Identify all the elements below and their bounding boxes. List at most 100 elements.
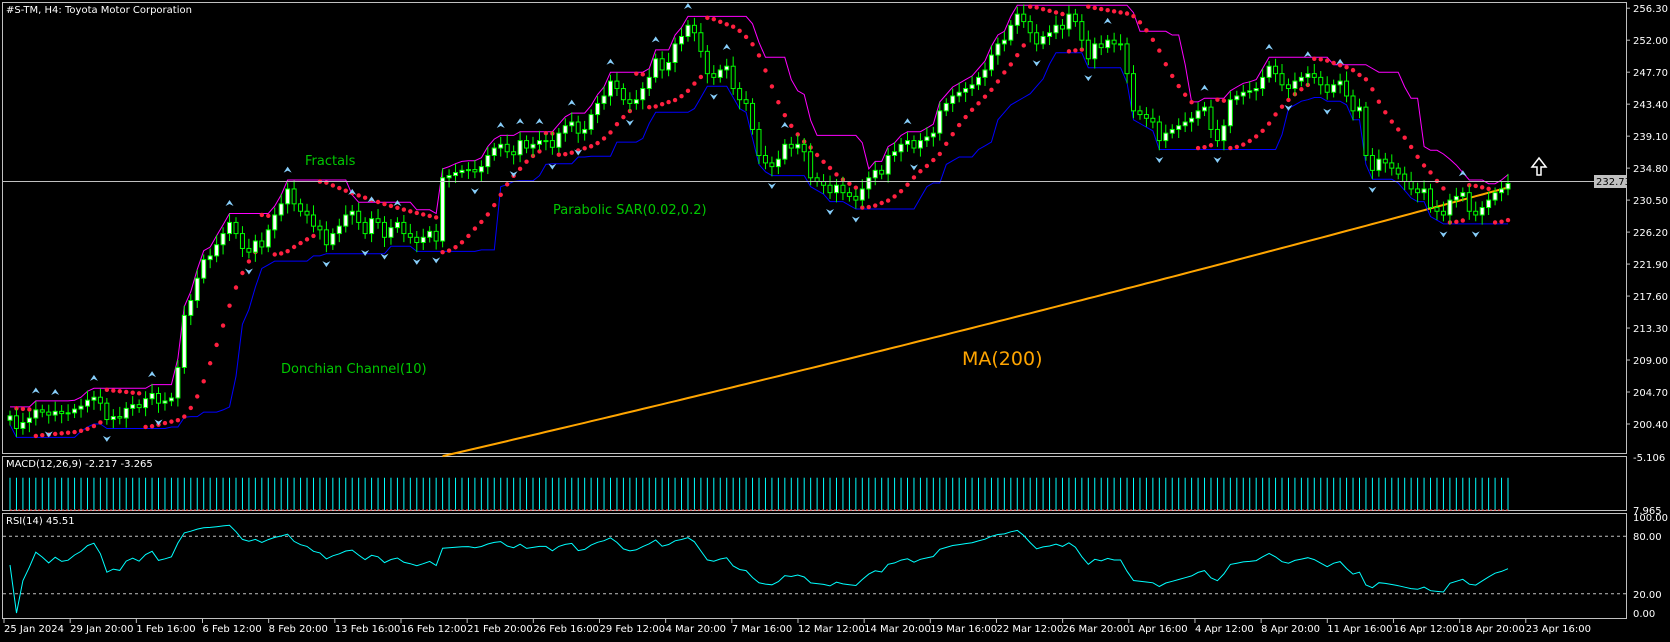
sar-dot [1027, 4, 1033, 9]
fractal-up-marker [567, 99, 576, 106]
candle-body [1221, 125, 1227, 142]
candle-body [323, 229, 329, 246]
candle-body [950, 95, 956, 104]
candle-body [859, 188, 865, 201]
sar-dot [259, 212, 265, 218]
fractal-down-marker [709, 93, 718, 100]
fractal-down-marker [625, 119, 634, 126]
time-tick-label: 29 Feb 12:00 [599, 624, 665, 635]
time-tick-label: 8 Apr 20:00 [1261, 624, 1320, 635]
candle-body [711, 73, 717, 78]
sar-dot [149, 424, 155, 429]
sar-dot [311, 233, 316, 239]
time-tick-label: 11 Apr 16:00 [1327, 624, 1392, 635]
fractal-down-marker [509, 171, 518, 178]
candle-body [956, 91, 962, 97]
sar-dot [866, 204, 871, 210]
fractal-up-marker [1303, 51, 1312, 58]
candle-body [982, 69, 988, 78]
candle-body [1460, 192, 1466, 197]
sar-dot [278, 251, 284, 256]
candle-body [149, 392, 155, 400]
candle-body [136, 404, 142, 409]
candle-body [220, 233, 226, 246]
candle-body [201, 259, 207, 279]
price-tick-label: 247.70 [1633, 68, 1668, 79]
candle-body [375, 218, 381, 223]
candle-body [1085, 39, 1091, 60]
sar-dot [537, 149, 542, 154]
sar-dot [1383, 110, 1388, 115]
chart-symbol: #S-TM, H4: [6, 5, 62, 16]
fractal-down-marker [909, 164, 918, 171]
sar-dot [401, 207, 407, 212]
sar-dot [1118, 10, 1123, 15]
candle-body [1305, 73, 1311, 78]
price-tick-label: 243.40 [1633, 100, 1668, 111]
candle-body [427, 230, 433, 238]
sar-dot [124, 389, 129, 395]
chart-company: Toyota Motor Corporation [64, 5, 192, 16]
candle-body [821, 181, 827, 186]
sar-dot [27, 407, 32, 412]
candle-body [20, 422, 26, 429]
candle-body [698, 32, 704, 52]
sar-dot [485, 212, 491, 217]
candle-body [407, 233, 413, 238]
candle-body [84, 399, 90, 407]
fractal-up-marker [1336, 58, 1345, 65]
candle-body [1098, 43, 1104, 49]
fractal-down-marker [380, 253, 389, 260]
candle-body [285, 188, 291, 205]
candle-body [1111, 39, 1117, 45]
sar-dot [782, 112, 788, 118]
sar-dot [1241, 142, 1246, 147]
candle-body [672, 43, 678, 64]
sar-dot [1234, 144, 1240, 150]
sar-dot [85, 426, 90, 432]
sar-dot [1066, 49, 1072, 54]
sar-dot [588, 144, 594, 149]
sar-dot [814, 152, 820, 158]
fractal-down-marker [470, 188, 479, 195]
sar-dot [1273, 112, 1278, 117]
candle-body [175, 366, 181, 399]
time-tick-label: 4 Apr 12:00 [1195, 624, 1254, 635]
sar-dot [569, 150, 574, 155]
sar-dot [1202, 144, 1207, 150]
candle-body [1415, 188, 1421, 194]
sar-dot [201, 379, 206, 384]
candle-body [394, 221, 400, 229]
candle-body [78, 405, 84, 410]
sar-dot [492, 202, 497, 208]
sar-dot [969, 107, 975, 113]
candle-body [7, 415, 13, 421]
fractal-down-marker [44, 431, 53, 438]
sar-dot [795, 132, 800, 137]
fractal-down-marker [851, 216, 860, 223]
sar-dot [98, 420, 103, 425]
sar-dot [240, 270, 245, 276]
time-tick-label: 12 Mar 12:00 [798, 624, 865, 635]
sar-dot [453, 245, 458, 250]
time-tick-label: 26 Feb 16:00 [533, 624, 599, 635]
sar-dot [337, 185, 342, 191]
candle-body [291, 188, 297, 205]
sar-dot [1170, 73, 1175, 79]
candle-body [1492, 192, 1498, 201]
sar-dot [666, 99, 671, 105]
sar-dot [1318, 57, 1323, 62]
time-tick-label: 8 Feb 20:00 [269, 624, 328, 635]
sar-dot [595, 140, 600, 146]
candle-body [614, 80, 620, 90]
macd-title: MACD(12,26,9) -2.217 -3.265 [6, 459, 153, 470]
candle-body [194, 277, 200, 302]
candle-body [246, 247, 252, 253]
candle-body [717, 69, 723, 78]
candle-body [827, 184, 833, 194]
fractal-up-marker [393, 200, 402, 207]
sar-dot [995, 79, 1001, 84]
sar-dot [104, 387, 110, 392]
sar-dot [750, 42, 755, 47]
sar-dot [388, 203, 394, 209]
